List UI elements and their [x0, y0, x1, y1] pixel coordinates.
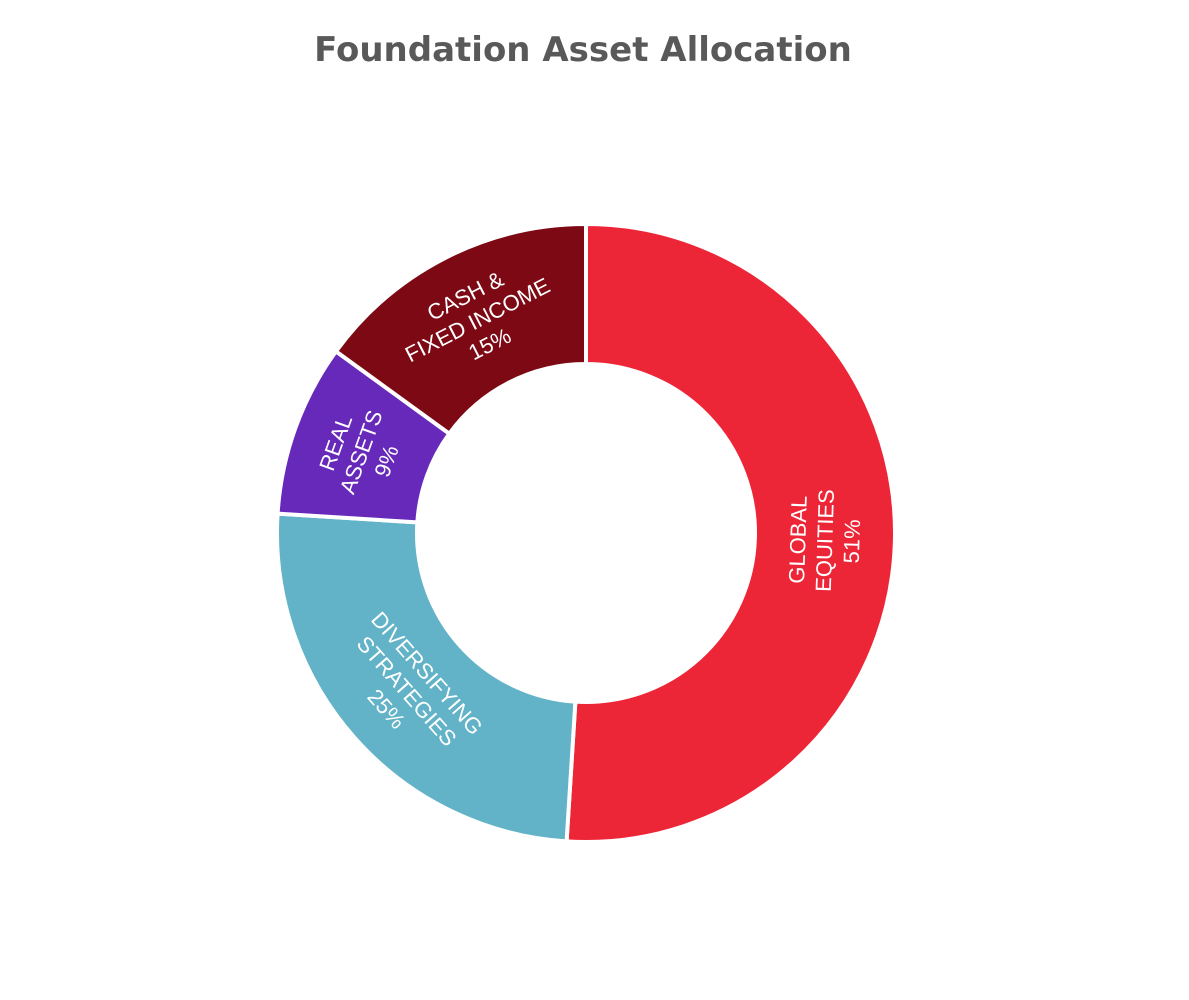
slice-category-label: EQUITIES [811, 489, 839, 592]
donut-slice-0 [564, 221, 897, 844]
slice-category-label: GLOBAL [784, 495, 812, 584]
donut-slice-1 [275, 511, 578, 844]
slice-label-0: GLOBAL EQUITIES 51% [784, 489, 865, 592]
slice-value-label: 51% [839, 519, 865, 564]
chart-title: Foundation Asset Allocation [314, 30, 852, 70]
donut-slice-3 [333, 221, 588, 437]
